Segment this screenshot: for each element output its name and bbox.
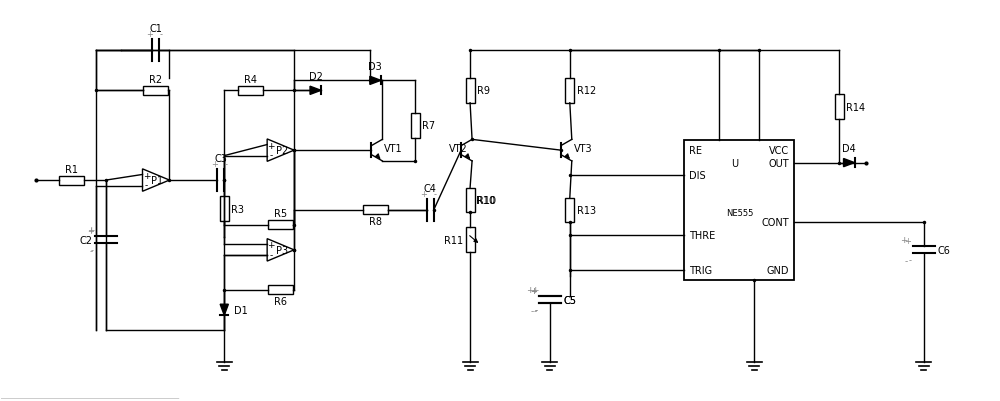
Text: -: - [145,181,148,190]
Polygon shape [310,87,321,95]
Text: GND: GND [767,265,789,275]
Text: R4: R4 [244,75,257,85]
Text: C2: C2 [80,235,93,245]
Text: R11: R11 [444,235,463,245]
Text: +: + [267,241,275,250]
Text: U: U [731,158,738,168]
Text: R12: R12 [577,86,596,96]
Text: R5: R5 [274,209,287,219]
Bar [59,176,84,185]
Text: CONT: CONT [762,218,789,228]
Text: R2: R2 [149,75,163,85]
Text: +: + [531,286,537,295]
Text: D1: D1 [234,305,247,315]
Text: R9: R9 [477,86,490,96]
Text: DIS: DIS [689,171,706,180]
Text: NE555: NE555 [726,209,753,217]
Text: C5: C5 [563,295,576,305]
Polygon shape [370,77,381,85]
Bar [565,198,574,223]
Text: C6: C6 [937,245,950,255]
Text: P2: P2 [276,146,288,156]
Bar [466,188,475,213]
Text: -: - [270,251,273,260]
Text: +: + [904,236,911,245]
Text: P1: P1 [151,176,163,186]
Bar [684,141,794,280]
Text: -: - [159,30,162,39]
Bar [268,286,293,294]
Text: VT1: VT1 [384,144,403,154]
Text: +: + [143,171,150,180]
Text: D2: D2 [309,72,322,82]
Text: +: + [531,285,539,294]
Text: +: + [267,141,275,150]
Polygon shape [844,159,855,167]
Text: -: - [534,305,537,314]
Polygon shape [220,304,228,316]
Text: -: - [434,190,437,198]
Bar [466,228,475,253]
Text: TRIG: TRIG [689,265,713,275]
Text: -: - [908,255,911,264]
Text: R10: R10 [476,196,495,205]
Text: -: - [533,306,537,315]
Text: +: + [420,190,427,198]
Bar [220,197,229,222]
Text: +: + [87,226,94,235]
Text: R3: R3 [231,204,244,214]
Bar [835,95,844,119]
Text: VCC: VCC [769,146,789,156]
Text: -: - [531,306,534,315]
Bar [268,221,293,230]
Text: +: + [87,225,95,234]
Text: C3: C3 [214,154,227,164]
Text: D3: D3 [368,62,382,72]
Text: R14: R14 [846,102,865,112]
Bar [238,87,263,95]
Text: -: - [90,246,93,255]
Bar [466,79,475,103]
Text: R7: R7 [422,121,435,131]
Text: R10: R10 [477,196,496,205]
Text: C5: C5 [563,295,576,305]
Text: +: + [146,30,153,39]
Bar [143,87,168,95]
Text: THRE: THRE [689,230,716,240]
Text: R8: R8 [369,217,382,227]
Text: +: + [526,285,534,294]
Text: R6: R6 [274,296,287,306]
Bar [363,206,388,215]
Text: D4: D4 [842,144,856,154]
Text: +: + [531,286,537,295]
Text: R13: R13 [577,205,596,215]
Text: -: - [905,256,908,265]
Bar [565,79,574,103]
Text: VT2: VT2 [449,144,468,154]
Text: C1: C1 [150,24,162,34]
Text: RE: RE [689,146,702,156]
Text: -: - [270,151,273,160]
Text: -: - [91,245,94,254]
Text: +: + [900,235,908,244]
Text: VT3: VT3 [574,144,592,154]
Text: R1: R1 [65,164,78,174]
Text: -: - [534,305,537,314]
Bar [411,113,420,138]
Text: P3: P3 [276,245,288,255]
Text: C4: C4 [424,184,437,194]
Text: OUT: OUT [769,158,789,168]
Text: +: + [211,160,218,169]
Text: -: - [224,160,227,169]
